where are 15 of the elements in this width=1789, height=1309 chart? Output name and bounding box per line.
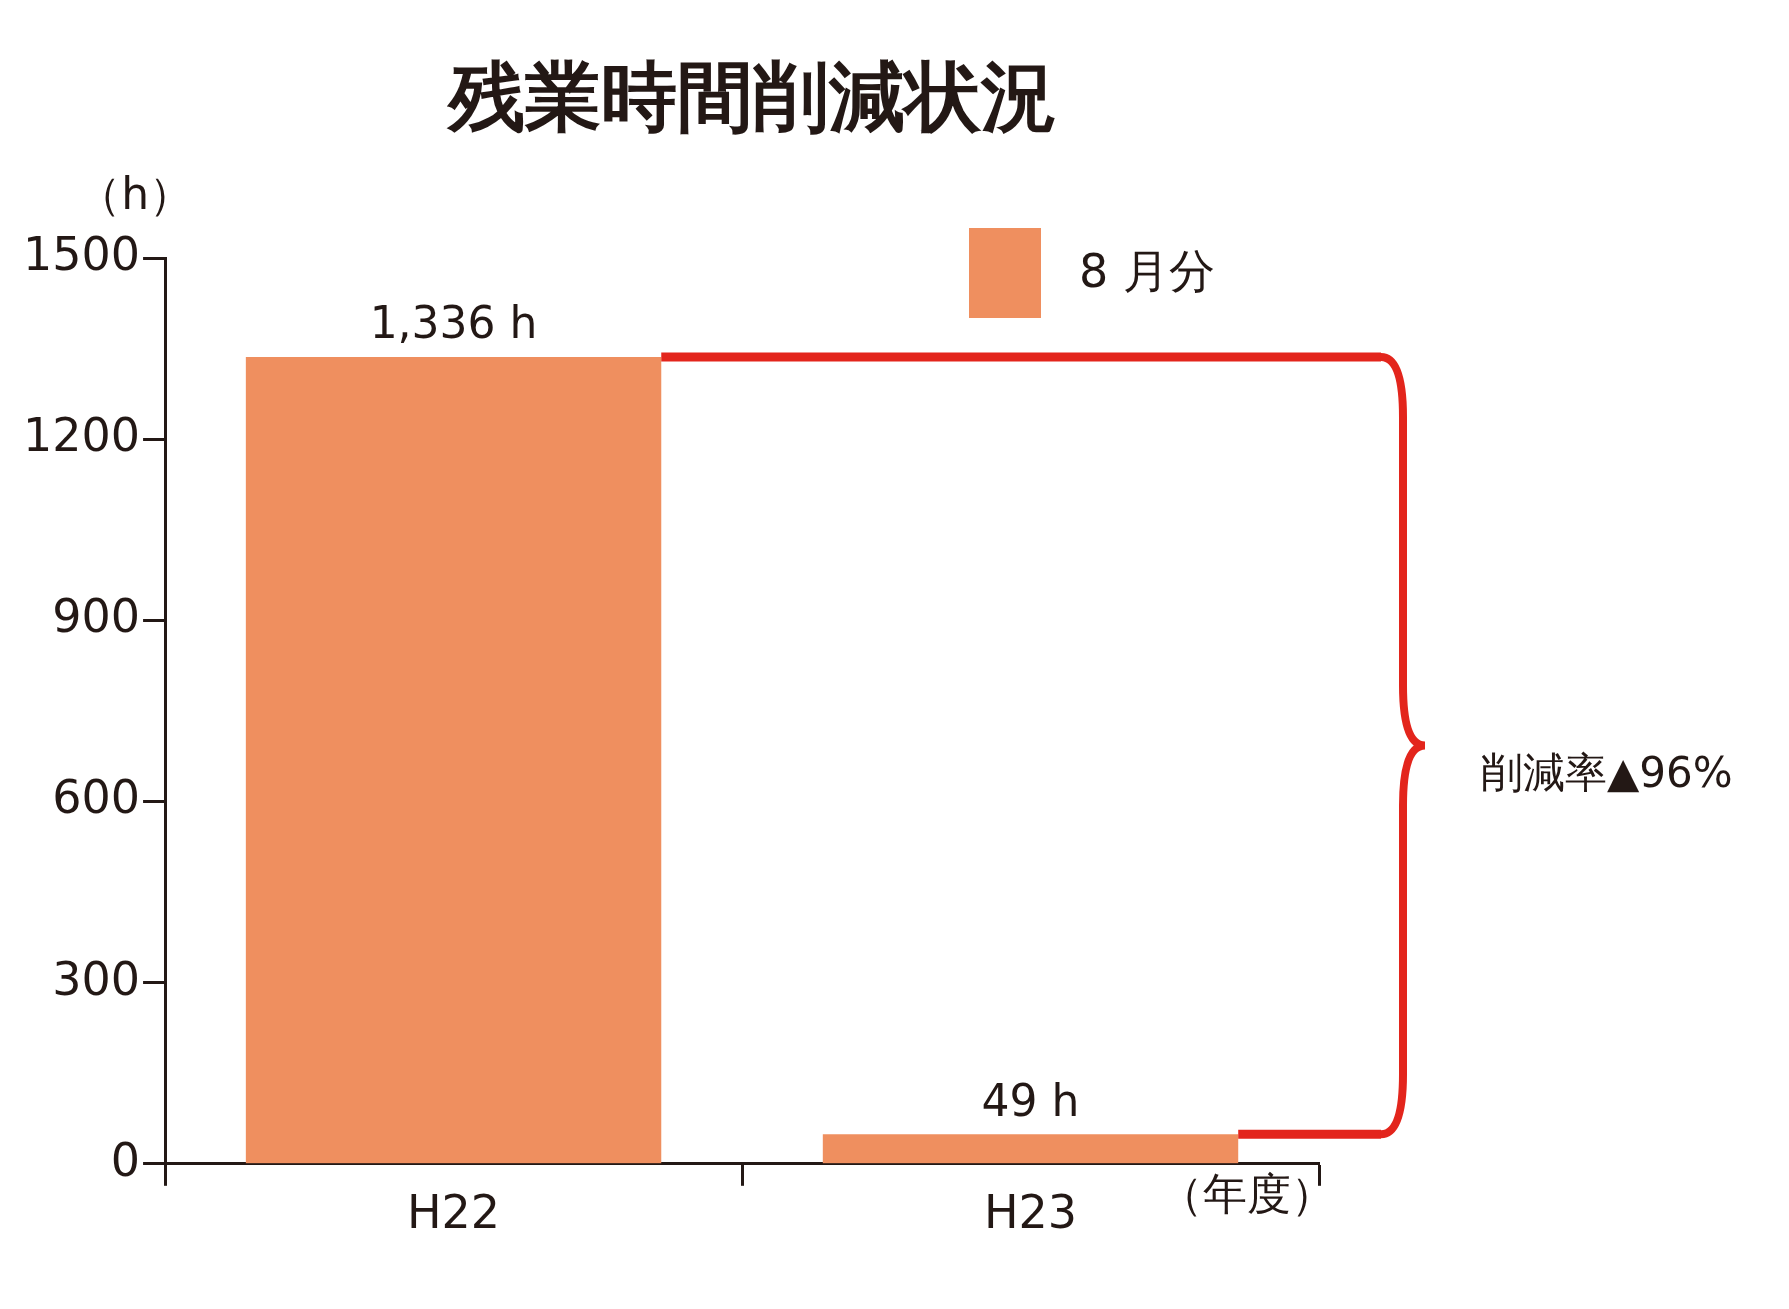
y-tick-label: 0 xyxy=(110,1132,141,1187)
data-label: 1,336 h xyxy=(369,297,538,349)
chart-title: 残業時間削減状況 xyxy=(446,51,1057,141)
y-tick-label: 1500 xyxy=(22,226,141,281)
y-tick-label: 300 xyxy=(52,951,141,1006)
x-tick-label: H23 xyxy=(983,1185,1078,1240)
x-axis-title: （年度） xyxy=(1159,1168,1335,1220)
x-tick-label: H22 xyxy=(406,1185,501,1240)
y-tick-label: 900 xyxy=(52,589,141,644)
legend-label: 8 月分 xyxy=(1079,243,1215,298)
y-axis-title: （h） xyxy=(77,168,194,220)
y-tick-label: 1200 xyxy=(22,408,141,463)
y-tick-label: 600 xyxy=(52,770,141,825)
text: 削減率▲96% xyxy=(1481,747,1733,797)
data-label: 49 h xyxy=(981,1074,1080,1126)
